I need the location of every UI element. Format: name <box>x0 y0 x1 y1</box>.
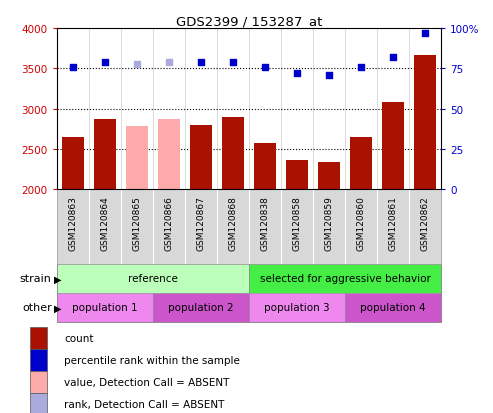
Text: GSM120861: GSM120861 <box>388 196 398 251</box>
Text: ▶: ▶ <box>54 274 62 284</box>
Text: value, Detection Call = ABSENT: value, Detection Call = ABSENT <box>64 377 229 387</box>
Bar <box>414 55 436 190</box>
Bar <box>382 103 404 190</box>
Bar <box>57 293 153 322</box>
Text: GSM120866: GSM120866 <box>164 196 174 251</box>
Text: GSM120864: GSM120864 <box>100 196 109 251</box>
Point <box>229 59 237 66</box>
Bar <box>350 138 372 190</box>
Bar <box>94 120 116 190</box>
Text: GSM120862: GSM120862 <box>421 196 430 251</box>
Point <box>133 61 141 68</box>
Point <box>101 59 108 66</box>
Text: GSM120838: GSM120838 <box>260 196 270 251</box>
Bar <box>57 264 249 293</box>
Bar <box>153 293 249 322</box>
Title: GDS2399 / 153287_at: GDS2399 / 153287_at <box>176 15 322 28</box>
Bar <box>62 138 84 190</box>
Bar <box>158 120 180 190</box>
Text: percentile rank within the sample: percentile rank within the sample <box>64 355 240 365</box>
Bar <box>30 393 47 413</box>
Text: GSM120863: GSM120863 <box>68 196 77 251</box>
Text: GSM120860: GSM120860 <box>356 196 366 251</box>
Text: other: other <box>22 303 52 313</box>
Text: selected for aggressive behavior: selected for aggressive behavior <box>260 274 430 284</box>
Bar <box>222 117 244 190</box>
Bar <box>30 349 47 371</box>
Bar <box>249 264 441 293</box>
Bar <box>30 328 47 349</box>
Point <box>389 55 397 61</box>
Bar <box>249 293 345 322</box>
Text: reference: reference <box>128 274 178 284</box>
Text: GSM120859: GSM120859 <box>324 196 334 251</box>
Text: rank, Detection Call = ABSENT: rank, Detection Call = ABSENT <box>64 399 224 409</box>
Text: population 3: population 3 <box>264 303 330 313</box>
Bar <box>254 144 276 190</box>
Text: strain: strain <box>20 274 52 284</box>
Text: population 2: population 2 <box>168 303 234 313</box>
Bar <box>318 163 340 190</box>
Point <box>325 72 333 79</box>
Text: population 1: population 1 <box>72 303 138 313</box>
Text: ▶: ▶ <box>54 303 62 313</box>
Bar <box>286 160 308 190</box>
Point <box>357 64 365 71</box>
Text: GSM120865: GSM120865 <box>132 196 141 251</box>
Point <box>261 64 269 71</box>
Point <box>421 31 429 37</box>
Point <box>293 71 301 77</box>
Point <box>197 59 205 66</box>
Point <box>165 59 173 66</box>
Bar <box>190 126 212 190</box>
Bar <box>126 127 148 190</box>
Text: count: count <box>64 334 94 344</box>
Text: GSM120858: GSM120858 <box>292 196 302 251</box>
Bar <box>30 371 47 393</box>
Text: GSM120867: GSM120867 <box>196 196 206 251</box>
Point <box>69 64 77 71</box>
Text: population 4: population 4 <box>360 303 426 313</box>
Bar <box>345 293 441 322</box>
Text: GSM120868: GSM120868 <box>228 196 238 251</box>
